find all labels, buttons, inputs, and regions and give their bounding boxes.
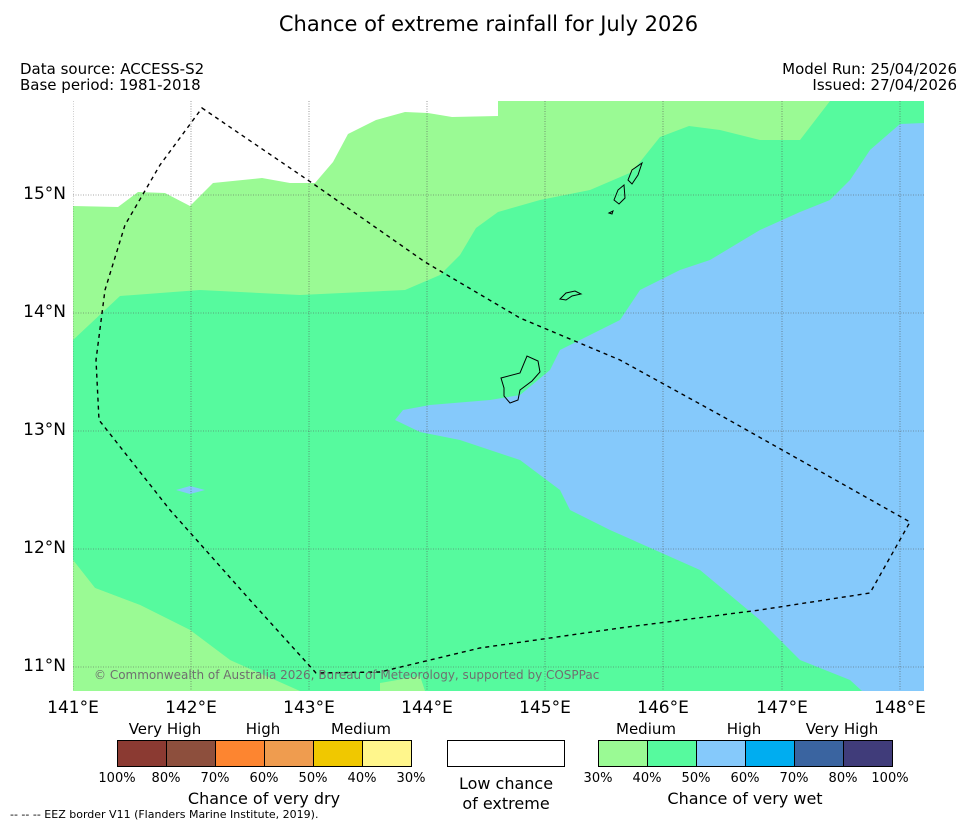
lon-label-143e: 143°E bbox=[283, 698, 335, 718]
wet-pct-30: 30% bbox=[583, 771, 613, 786]
region-light-blue bbox=[395, 123, 924, 691]
lon-label-148e: 148°E bbox=[874, 698, 926, 718]
data-source: Data source: ACCESS-S2 bbox=[20, 60, 205, 78]
base-period: Base period: 1981-2018 bbox=[20, 76, 201, 94]
wet-swatch-4 bbox=[745, 740, 795, 767]
region-blue-patch bbox=[176, 486, 205, 494]
dry-swatch-3 bbox=[215, 740, 265, 767]
dry-pct-100: 100% bbox=[98, 771, 136, 786]
island-aguijan bbox=[607, 210, 614, 215]
wet-pct-50: 50% bbox=[681, 771, 711, 786]
wet-pct-60: 60% bbox=[730, 771, 760, 786]
wet-pct-40: 40% bbox=[632, 771, 662, 786]
island-saipan bbox=[627, 161, 643, 185]
dry-pct-80: 80% bbox=[151, 771, 181, 786]
model-run: Model Run: 25/04/2026 bbox=[782, 60, 957, 78]
region-light-green-corner bbox=[73, 560, 260, 691]
dry-pct-60: 60% bbox=[249, 771, 279, 786]
low-chance-line2: of extreme bbox=[462, 794, 550, 813]
island-tinian bbox=[613, 183, 626, 205]
dry-cat-very-high: Very High bbox=[128, 720, 202, 738]
dry-swatch-4 bbox=[264, 740, 314, 767]
dry-cat-medium: Medium bbox=[331, 720, 391, 738]
lon-label-142e: 142°E bbox=[165, 698, 217, 718]
region-light-green-strip bbox=[380, 676, 425, 691]
dry-swatch-6 bbox=[362, 740, 412, 767]
dry-pct-70: 70% bbox=[200, 771, 230, 786]
dry-swatch-5 bbox=[313, 740, 363, 767]
low-chance-line1: Low chance bbox=[458, 774, 554, 793]
lon-label-146e: 146°E bbox=[637, 698, 689, 718]
dry-pct-30: 30% bbox=[396, 771, 426, 786]
wet-pct-100: 100% bbox=[871, 771, 909, 786]
low-chance-label: Low chance of extreme bbox=[436, 774, 576, 814]
island-guam bbox=[500, 355, 541, 404]
eez-footnote: -- -- -- EEZ border V11 (Flanders Marine… bbox=[10, 808, 319, 821]
wet-swatch-3 bbox=[696, 740, 746, 767]
dry-swatch-2 bbox=[166, 740, 216, 767]
wet-pct-80: 80% bbox=[828, 771, 858, 786]
low-chance-swatch bbox=[447, 740, 565, 767]
wet-swatch-6 bbox=[843, 740, 893, 767]
dry-legend-title: Chance of very dry bbox=[187, 789, 341, 808]
wet-swatch-1 bbox=[598, 740, 648, 767]
lon-label-145e: 145°E bbox=[519, 698, 571, 718]
lat-label-11n: 11°N bbox=[23, 656, 66, 676]
lon-label-147e: 147°E bbox=[756, 698, 808, 718]
run-info: Model Run: 25/04/2026 Issued: 27/04/2026 bbox=[782, 61, 957, 93]
lat-label-12n: 12°N bbox=[23, 538, 66, 558]
lat-label-15n: 15°N bbox=[23, 184, 66, 204]
wet-cat-medium: Medium bbox=[616, 720, 676, 738]
wet-pct-70: 70% bbox=[779, 771, 809, 786]
dry-pct-50: 50% bbox=[298, 771, 328, 786]
wet-swatch-2 bbox=[647, 740, 697, 767]
dry-pct-40: 40% bbox=[347, 771, 377, 786]
wet-legend-title: Chance of very wet bbox=[667, 789, 823, 808]
wet-cat-very-high: Very High bbox=[805, 720, 879, 738]
copyright-notice: © Commonwealth of Australia 2026, Bureau… bbox=[94, 668, 600, 682]
dry-cat-high: High bbox=[245, 720, 281, 738]
lon-label-144e: 144°E bbox=[401, 698, 453, 718]
map-title: Chance of extreme rainfall for July 2026 bbox=[278, 12, 699, 36]
lon-label-141e: 141°E bbox=[47, 698, 99, 718]
wet-swatch-5 bbox=[794, 740, 844, 767]
island-rota bbox=[558, 290, 583, 301]
map-area bbox=[73, 101, 924, 691]
lat-label-14n: 14°N bbox=[23, 302, 66, 322]
eez-border bbox=[95, 107, 911, 674]
dry-swatch-1 bbox=[117, 740, 167, 767]
wet-cat-high: High bbox=[726, 720, 762, 738]
issued-date: Issued: 27/04/2026 bbox=[812, 76, 957, 94]
lat-label-13n: 13°N bbox=[23, 420, 66, 440]
grid-lines bbox=[73, 101, 924, 691]
data-info: Data source: ACCESS-S2 Base period: 1981… bbox=[20, 61, 204, 93]
